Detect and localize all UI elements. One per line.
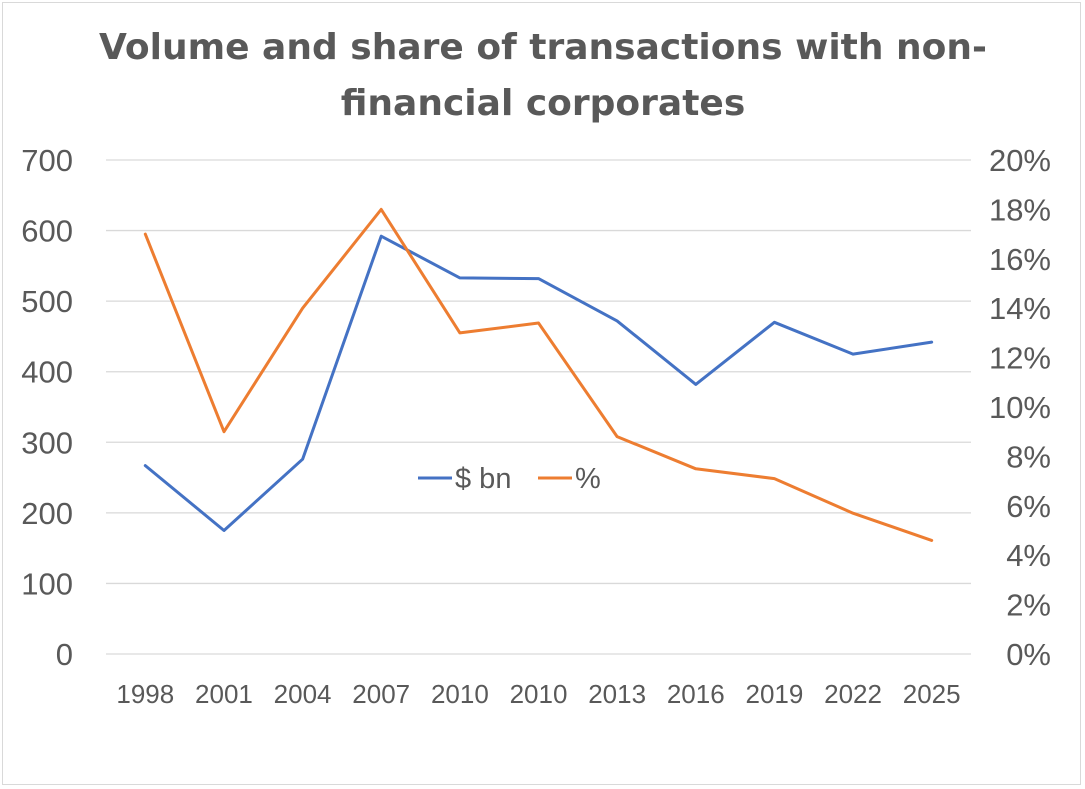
x-tick-label: 2025 (903, 679, 961, 709)
x-tick-label: 2013 (588, 679, 646, 709)
chart-title: Volume and share of transactions with no… (99, 27, 987, 124)
gridlines (106, 159, 971, 655)
right-y-tick-label: 6% (1006, 489, 1051, 524)
right-y-tick-label: 4% (1006, 538, 1051, 573)
right-y-tick-label: 20% (989, 143, 1051, 178)
left-y-tick-label: 600 (21, 214, 73, 249)
right-y-tick-label: 8% (1006, 439, 1051, 474)
chart-title-line-2: financial corporates (341, 83, 746, 124)
x-tick-label: 2010 (431, 679, 489, 709)
x-tick-label: 2022 (824, 679, 882, 709)
right-y-tick-label: 2% (1006, 588, 1051, 623)
legend-label-pct: % (575, 463, 601, 495)
right-y-tick-label: 18% (989, 192, 1051, 227)
x-tick-label: 2010 (510, 679, 568, 709)
left-y-tick-label: 200 (21, 496, 73, 531)
x-tick-label: 2019 (745, 679, 803, 709)
series-line-bn (143, 234, 934, 532)
left-y-tick-label: 100 (21, 566, 73, 601)
x-tick-label: 2004 (274, 679, 332, 709)
x-tick-label: 2016 (667, 679, 725, 709)
right-y-tick-label: 12% (989, 341, 1051, 376)
chart-canvas: Volume and share of transactions with no… (21, 27, 1051, 709)
x-tick-label: 2001 (195, 679, 253, 709)
left-y-tick-label: 700 (21, 143, 73, 178)
right-y-tick-label: 16% (989, 242, 1051, 277)
left-y-tick-label: 400 (21, 355, 73, 390)
legend-label-bn: $ bn (455, 463, 511, 495)
series-lines (143, 207, 934, 542)
right-y-tick-label: 10% (989, 390, 1051, 425)
left-y-axis: 0 100 200 300 400 500 600 700 (21, 143, 73, 672)
x-axis: 1998 2001 2004 2007 2010 2010 2013 2016 2019 2022… (116, 679, 960, 709)
series-line-pct (143, 207, 934, 542)
legend: $ bn % (418, 463, 601, 495)
right-y-axis: 0% 2% 4% 6% 8% 10% 12% 14% 16% 18% 20% (989, 143, 1051, 672)
x-tick-label: 1998 (116, 679, 174, 709)
right-y-tick-label: 14% (989, 291, 1051, 326)
right-y-tick-label: 0% (1006, 637, 1051, 672)
x-tick-label: 2007 (352, 679, 410, 709)
left-y-tick-label: 0 (56, 637, 73, 672)
chart-title-line-1: Volume and share of transactions with no… (99, 27, 987, 68)
left-y-tick-label: 500 (21, 284, 73, 319)
left-y-tick-label: 300 (21, 425, 73, 460)
